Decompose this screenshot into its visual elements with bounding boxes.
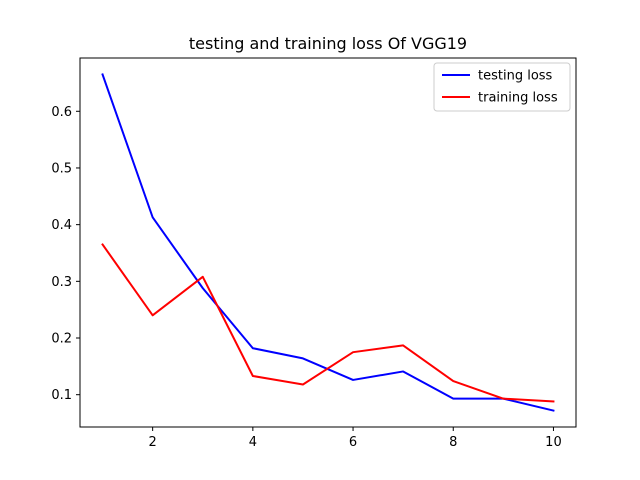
- legend-label: training loss: [478, 91, 558, 106]
- y-tick-label: 0.5: [51, 161, 72, 176]
- series-line-training-loss: [101, 243, 555, 403]
- y-tick-label: 0.6: [51, 105, 72, 120]
- x-tick-label: 10: [545, 435, 562, 450]
- y-tick-label: 0.1: [51, 388, 72, 403]
- x-axis: 2 4 6 8 10: [149, 427, 562, 450]
- y-tick-label: 0.3: [51, 275, 72, 290]
- legend: testing loss training loss: [433, 62, 571, 112]
- plot-area: [101, 73, 555, 412]
- x-tick-label: 2: [149, 435, 157, 450]
- chart-title: testing and training loss Of VGG19: [189, 34, 467, 53]
- x-tick-label: 6: [349, 435, 357, 450]
- axes-frame: [79, 57, 577, 428]
- x-tick-label: 4: [249, 435, 257, 450]
- legend-label: testing loss: [478, 69, 553, 84]
- y-tick-label: 0.2: [51, 332, 72, 347]
- y-axis: 0.1 0.2 0.3 0.4 0.5 0.6: [51, 105, 80, 403]
- x-tick-label: 8: [449, 435, 457, 450]
- y-tick-label: 0.4: [51, 218, 72, 233]
